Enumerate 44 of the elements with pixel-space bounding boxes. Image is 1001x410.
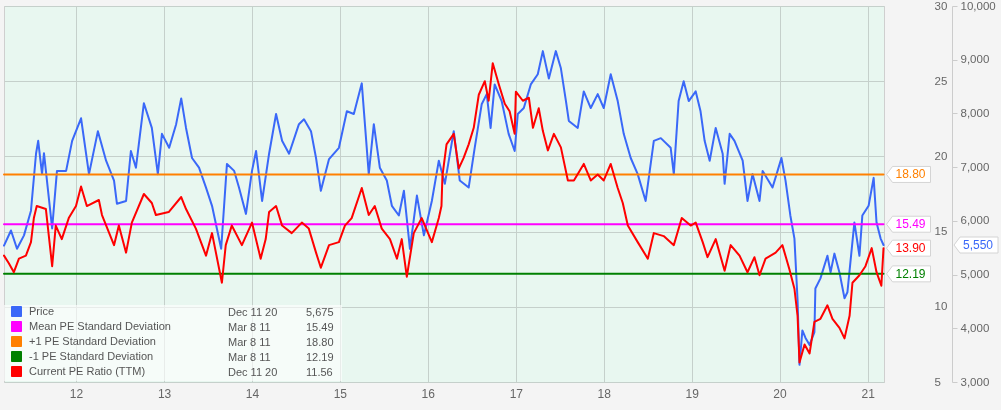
y-tick-label: 20 (934, 149, 948, 162)
legend-label: +1 PE Standard Deviation (29, 334, 156, 347)
x-tick-label: 15 (333, 386, 348, 401)
annotation: Dec 11 20 (228, 306, 278, 319)
annotation: 11.56 (306, 365, 333, 378)
x-tick-label: 19 (685, 386, 700, 401)
data-label: 15.49 (895, 217, 926, 232)
y2-tick-label: 4,000 (960, 321, 990, 334)
y2-tick-label: 9,000 (960, 53, 990, 66)
x-tick-label: 18 (597, 386, 612, 401)
annotation: 18.80 (306, 336, 334, 348)
legend-label: Current PE Ratio (TTM) (29, 364, 146, 377)
data-label: 18.80 (895, 167, 926, 182)
y2-tick-label: 8,000 (960, 106, 990, 119)
text: 5,550 (963, 238, 994, 253)
x-tick-label: 20 (773, 386, 787, 401)
annotation: 12.19 (306, 350, 334, 363)
annotation: Dec 11 20 (228, 365, 278, 378)
x-tick-label: 13 (157, 386, 172, 401)
y-tick-label: 10 (934, 300, 948, 313)
y2-tick-label: 6,000 (960, 214, 990, 227)
y2-tick-label: 10,000 (960, 0, 996, 12)
annotation: 5,675 (306, 306, 334, 319)
x-tick-label: 17 (509, 386, 524, 401)
annotation: Mar 8 11 (228, 321, 271, 334)
data-label: 13.90 (895, 241, 926, 256)
annotation: Mar 8 11 (228, 350, 271, 363)
y2-tick-label: 3,000 (960, 375, 990, 388)
annotation: 15.49 (306, 321, 334, 334)
x-tick-label: 14 (245, 386, 260, 401)
x-tick-label: 12 (69, 386, 84, 401)
y2-tick-label: 7,000 (960, 160, 990, 173)
legend-label: -1 PE Standard Deviation (29, 349, 154, 362)
x-tick-label: 16 (421, 386, 436, 401)
y-tick-label: 15 (934, 225, 948, 238)
data-label: 12.19 (895, 266, 926, 281)
y-tick-label: 5 (934, 375, 941, 388)
y2-tick-label: 5,000 (960, 268, 990, 281)
x-tick-label: 21 (861, 386, 876, 401)
legend-label: Price (29, 304, 55, 317)
annotation: Mar 8 11 (228, 336, 271, 348)
legend-label: Mean PE Standard Deviation (29, 319, 171, 332)
y-tick-label: 30 (934, 0, 948, 12)
y-tick-label: 25 (934, 74, 948, 87)
